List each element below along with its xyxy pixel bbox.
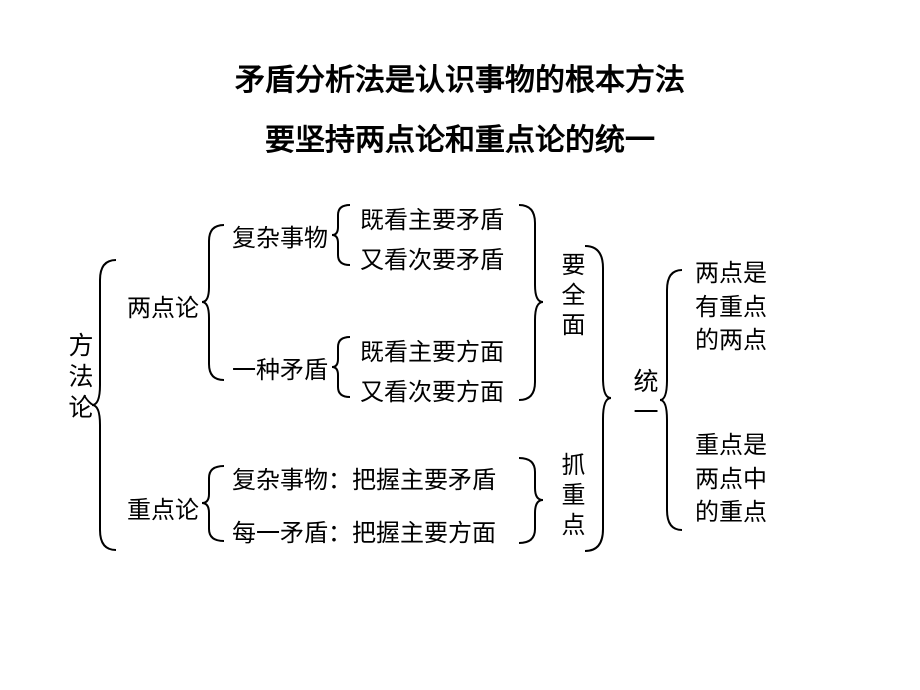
- r2-l3: 的重点: [695, 500, 767, 526]
- brace-tongyi-open: [660, 270, 686, 530]
- r1-l3: 的两点: [695, 328, 767, 354]
- r2-l2: 两点中: [695, 467, 767, 493]
- brace-yizhong: [332, 337, 354, 397]
- label-zhuazhongdian: 抓重点: [553, 452, 588, 542]
- brace-zhongdian: [202, 466, 228, 541]
- right-text-1: 两点是 有重点 的两点: [695, 258, 767, 359]
- leaf-b1b2: 又看次要方面: [360, 372, 504, 407]
- leaf-b1a2: 又看次要矛盾: [360, 240, 504, 275]
- leaf-b2a: 复杂事物：把握主要矛盾: [232, 460, 496, 495]
- node-liangdian: 两点论: [127, 288, 199, 323]
- leaf-b1a1: 既看主要矛盾: [360, 200, 504, 235]
- brace-close-quanmian: [519, 205, 545, 400]
- right-text-2: 重点是 两点中 的重点: [695, 430, 767, 531]
- node-fuza1: 复杂事物: [232, 218, 328, 253]
- brace-close-tongyi: [585, 246, 613, 551]
- label-tongyi: 统一: [625, 368, 661, 430]
- r2-l1: 重点是: [695, 433, 767, 459]
- title-line-1: 矛盾分析法是认识事物的根本方法: [0, 55, 920, 99]
- brace-close-zhongdian: [519, 458, 545, 543]
- label-quanmian: 要全面: [553, 252, 588, 342]
- root-label: 方法论: [60, 332, 96, 425]
- r1-l2: 有重点: [695, 295, 767, 321]
- r1-l1: 两点是: [695, 261, 767, 287]
- brace-liangdian: [202, 225, 228, 380]
- leaf-b2b: 每一矛盾：把握主要方面: [232, 513, 496, 548]
- brace-root: [92, 260, 122, 550]
- title-line-2: 要坚持两点论和重点论的统一: [0, 115, 920, 159]
- node-zhongdian: 重点论: [127, 490, 199, 525]
- node-yizhong: 一种矛盾: [232, 350, 328, 385]
- brace-fuza1: [332, 205, 354, 265]
- leaf-b1b1: 既看主要方面: [360, 332, 504, 367]
